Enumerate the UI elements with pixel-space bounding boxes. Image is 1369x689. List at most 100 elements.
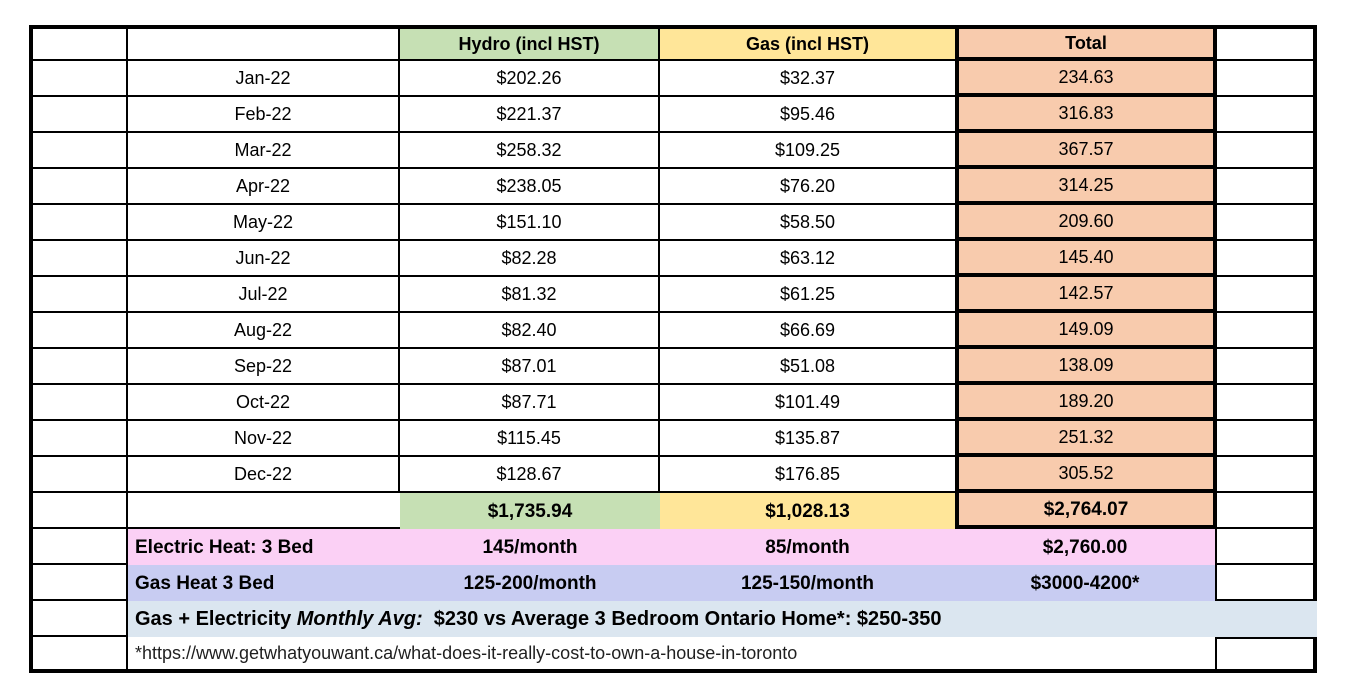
hydro-value: $87.01: [400, 349, 660, 385]
table-row: Sep-22 $87.01 $51.08 138.09: [29, 349, 1317, 385]
table-row: Jan-22 $202.26 $32.37 234.63: [29, 61, 1317, 97]
gas-heat-label: Gas Heat 3 Bed: [128, 565, 400, 601]
empty-cell: [29, 61, 128, 97]
empty-cell: [128, 25, 400, 61]
empty-cell: [1217, 313, 1317, 349]
empty-cell: [1217, 61, 1317, 97]
month-cell: Oct-22: [128, 385, 400, 421]
total-value: 251.32: [955, 421, 1217, 457]
total-value: 314.25: [955, 169, 1217, 205]
empty-cell: [1217, 169, 1317, 205]
empty-cell: [1217, 637, 1317, 673]
electric-heat-total: $2,760.00: [955, 529, 1217, 565]
gas-value: $51.08: [660, 349, 955, 385]
month-cell: Sep-22: [128, 349, 400, 385]
total-value: 367.57: [955, 133, 1217, 169]
gas-value: $32.37: [660, 61, 955, 97]
electric-heat-label: Electric Heat: 3 Bed: [128, 529, 400, 565]
empty-cell: [128, 493, 400, 529]
monthly-avg-row: Gas + Electricity Monthly Avg: $230 vs A…: [29, 601, 1317, 637]
empty-cell: [29, 529, 128, 565]
hydro-value: $238.05: [400, 169, 660, 205]
empty-cell: [1217, 493, 1317, 529]
empty-cell: [29, 385, 128, 421]
table-row: Aug-22 $82.40 $66.69 149.09: [29, 313, 1317, 349]
avg-text-rest: $230 vs Average 3 Bedroom Ontario Home*:…: [422, 608, 942, 630]
hydro-value: $82.40: [400, 313, 660, 349]
gas-value: $63.12: [660, 241, 955, 277]
empty-cell: [1217, 457, 1317, 493]
table-row: Feb-22 $221.37 $95.46 316.83: [29, 97, 1317, 133]
gas-value: $58.50: [660, 205, 955, 241]
cost-table: Hydro (incl HST) Gas (incl HST) Total Ja…: [29, 25, 1317, 673]
empty-cell: [29, 169, 128, 205]
hydro-value: $82.28: [400, 241, 660, 277]
empty-cell: [1217, 241, 1317, 277]
month-cell: Feb-22: [128, 97, 400, 133]
grand-total: $2,764.07: [955, 493, 1217, 529]
empty-cell: [29, 205, 128, 241]
gas-heat-hydro: 125-200/month: [400, 565, 660, 601]
gas-value: $176.85: [660, 457, 955, 493]
table-row: Mar-22 $258.32 $109.25 367.57: [29, 133, 1317, 169]
header-row: Hydro (incl HST) Gas (incl HST) Total: [29, 25, 1317, 61]
empty-cell: [29, 457, 128, 493]
totals-row: $1,735.94 $1,028.13 $2,764.07: [29, 493, 1317, 529]
gas-heat-total: $3000-4200*: [955, 565, 1217, 601]
table-row: Jun-22 $82.28 $63.12 145.40: [29, 241, 1317, 277]
gas-value: $61.25: [660, 277, 955, 313]
table-row: May-22 $151.10 $58.50 209.60: [29, 205, 1317, 241]
hydro-header: Hydro (incl HST): [400, 25, 660, 61]
hydro-annual-total: $1,735.94: [400, 493, 660, 529]
gas-value: $66.69: [660, 313, 955, 349]
hydro-value: $221.37: [400, 97, 660, 133]
month-cell: Jul-22: [128, 277, 400, 313]
empty-cell: [29, 241, 128, 277]
gas-annual-total: $1,028.13: [660, 493, 955, 529]
total-value: 234.63: [955, 61, 1217, 97]
table-row: Oct-22 $87.71 $101.49 189.20: [29, 385, 1317, 421]
total-value: 189.20: [955, 385, 1217, 421]
hydro-value: $151.10: [400, 205, 660, 241]
empty-cell: [1217, 349, 1317, 385]
empty-cell: [29, 421, 128, 457]
month-cell: May-22: [128, 205, 400, 241]
electric-heat-hydro: 145/month: [400, 529, 660, 565]
gas-value: $95.46: [660, 97, 955, 133]
month-cell: Aug-22: [128, 313, 400, 349]
electric-heat-gas: 85/month: [660, 529, 955, 565]
empty-cell: [29, 637, 128, 673]
total-value: 145.40: [955, 241, 1217, 277]
hydro-value: $87.71: [400, 385, 660, 421]
month-cell: Jan-22: [128, 61, 400, 97]
electric-heat-row: Electric Heat: 3 Bed 145/month 85/month …: [29, 529, 1317, 565]
gas-value: $135.87: [660, 421, 955, 457]
gas-value: $101.49: [660, 385, 955, 421]
empty-cell: [29, 97, 128, 133]
month-cell: Nov-22: [128, 421, 400, 457]
empty-cell: [1217, 25, 1317, 61]
monthly-avg-text: Gas + Electricity Monthly Avg: $230 vs A…: [128, 601, 1317, 637]
empty-cell: [29, 277, 128, 313]
month-cell: Dec-22: [128, 457, 400, 493]
month-cell: Apr-22: [128, 169, 400, 205]
gas-header: Gas (incl HST): [660, 25, 955, 61]
empty-cell: [1217, 205, 1317, 241]
empty-cell: [29, 349, 128, 385]
gas-value: $76.20: [660, 169, 955, 205]
table-row: Dec-22 $128.67 $176.85 305.52: [29, 457, 1317, 493]
utility-cost-table: Hydro (incl HST) Gas (incl HST) Total Ja…: [29, 25, 1317, 673]
table-row: Nov-22 $115.45 $135.87 251.32: [29, 421, 1317, 457]
month-cell: Mar-22: [128, 133, 400, 169]
hydro-value: $258.32: [400, 133, 660, 169]
empty-cell: [1217, 385, 1317, 421]
source-row: *https://www.getwhatyouwant.ca/what-does…: [29, 637, 1317, 673]
total-value: 305.52: [955, 457, 1217, 493]
hydro-value: $81.32: [400, 277, 660, 313]
avg-text-prefix: Gas + Electricity: [135, 608, 297, 630]
gas-value: $109.25: [660, 133, 955, 169]
total-header: Total: [955, 25, 1217, 61]
empty-cell: [1217, 277, 1317, 313]
gas-heat-row: Gas Heat 3 Bed 125-200/month 125-150/mon…: [29, 565, 1317, 601]
total-value: 149.09: [955, 313, 1217, 349]
